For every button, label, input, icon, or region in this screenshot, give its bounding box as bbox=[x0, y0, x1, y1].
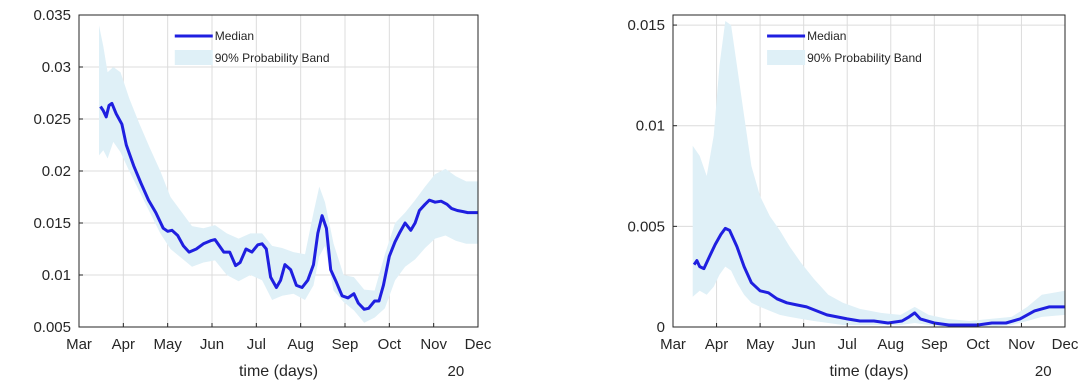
x-tick-label: Dec bbox=[1052, 336, 1079, 353]
y-tick-label: 0.03 bbox=[42, 59, 71, 76]
y-tick-label: 0 bbox=[657, 319, 665, 336]
y-tick-label: 0.015 bbox=[33, 215, 71, 232]
x-tick-label: Jun bbox=[200, 336, 224, 353]
legend: Median 90% Probability Band bbox=[767, 29, 922, 65]
y-tick-label: 0.005 bbox=[33, 319, 71, 336]
x-tick-label: May bbox=[746, 336, 775, 353]
x-tick-label: Jun bbox=[792, 336, 816, 353]
y-tick-label: 0.01 bbox=[636, 118, 665, 135]
x-tick-label: Oct bbox=[378, 336, 402, 353]
y-tick-label: 0.025 bbox=[33, 111, 71, 128]
year-label: 20 bbox=[447, 363, 464, 380]
y-tick-label: 0.01 bbox=[42, 267, 71, 284]
x-tick-label: Nov bbox=[420, 336, 447, 353]
x-tick-label: Oct bbox=[966, 336, 990, 353]
y-tick-label: 0.035 bbox=[33, 7, 71, 24]
legend-median-label: Median bbox=[215, 29, 254, 43]
x-tick-label: Aug bbox=[877, 336, 904, 353]
legend-band-swatch bbox=[767, 50, 806, 65]
legend-band-swatch bbox=[174, 50, 213, 65]
legend: Median 90% Probability Band bbox=[174, 29, 330, 65]
y-tick-label: 0.015 bbox=[627, 17, 665, 34]
median-line bbox=[692, 226, 1065, 327]
chart-left: Mar Apr May Jun Jul Aug Sep Oct Nov Dec 0.005 0.01 0… bbox=[33, 7, 491, 380]
x-axis-label: time (days) bbox=[829, 363, 908, 380]
x-tick-label: Jul bbox=[247, 336, 266, 353]
x-axis-label: time (days) bbox=[239, 363, 318, 380]
x-tick-label: Mar bbox=[66, 336, 92, 353]
legend-band-label: 90% Probability Band bbox=[807, 51, 922, 65]
x-tick-label: Mar bbox=[660, 336, 686, 353]
x-tick-label: Apr bbox=[112, 336, 135, 353]
x-tick-label: Sep bbox=[921, 336, 948, 353]
x-tick-label: Apr bbox=[705, 336, 728, 353]
chart-right: Mar Apr May Jun Jul Aug Sep Oct Nov Dec 0 0.005 0.01… bbox=[627, 14, 1079, 380]
plot-frame bbox=[672, 14, 1066, 328]
legend-median-label: Median bbox=[807, 29, 846, 43]
y-tick-label: 0.02 bbox=[42, 163, 71, 180]
legend-band-label: 90% Probability Band bbox=[215, 51, 330, 65]
x-tick-label: Dec bbox=[465, 336, 492, 353]
year-label: 20 bbox=[1035, 363, 1052, 380]
probability-band-area bbox=[99, 25, 478, 323]
x-tick-label: May bbox=[153, 336, 182, 353]
x-tick-label: Sep bbox=[332, 336, 359, 353]
x-tick-label: Aug bbox=[287, 336, 314, 353]
x-tick-label: Nov bbox=[1008, 336, 1035, 353]
median-line bbox=[99, 101, 478, 311]
probability-band-area bbox=[692, 21, 1065, 327]
x-tick-label: Jul bbox=[838, 336, 857, 353]
y-tick-label: 0.005 bbox=[627, 218, 665, 235]
